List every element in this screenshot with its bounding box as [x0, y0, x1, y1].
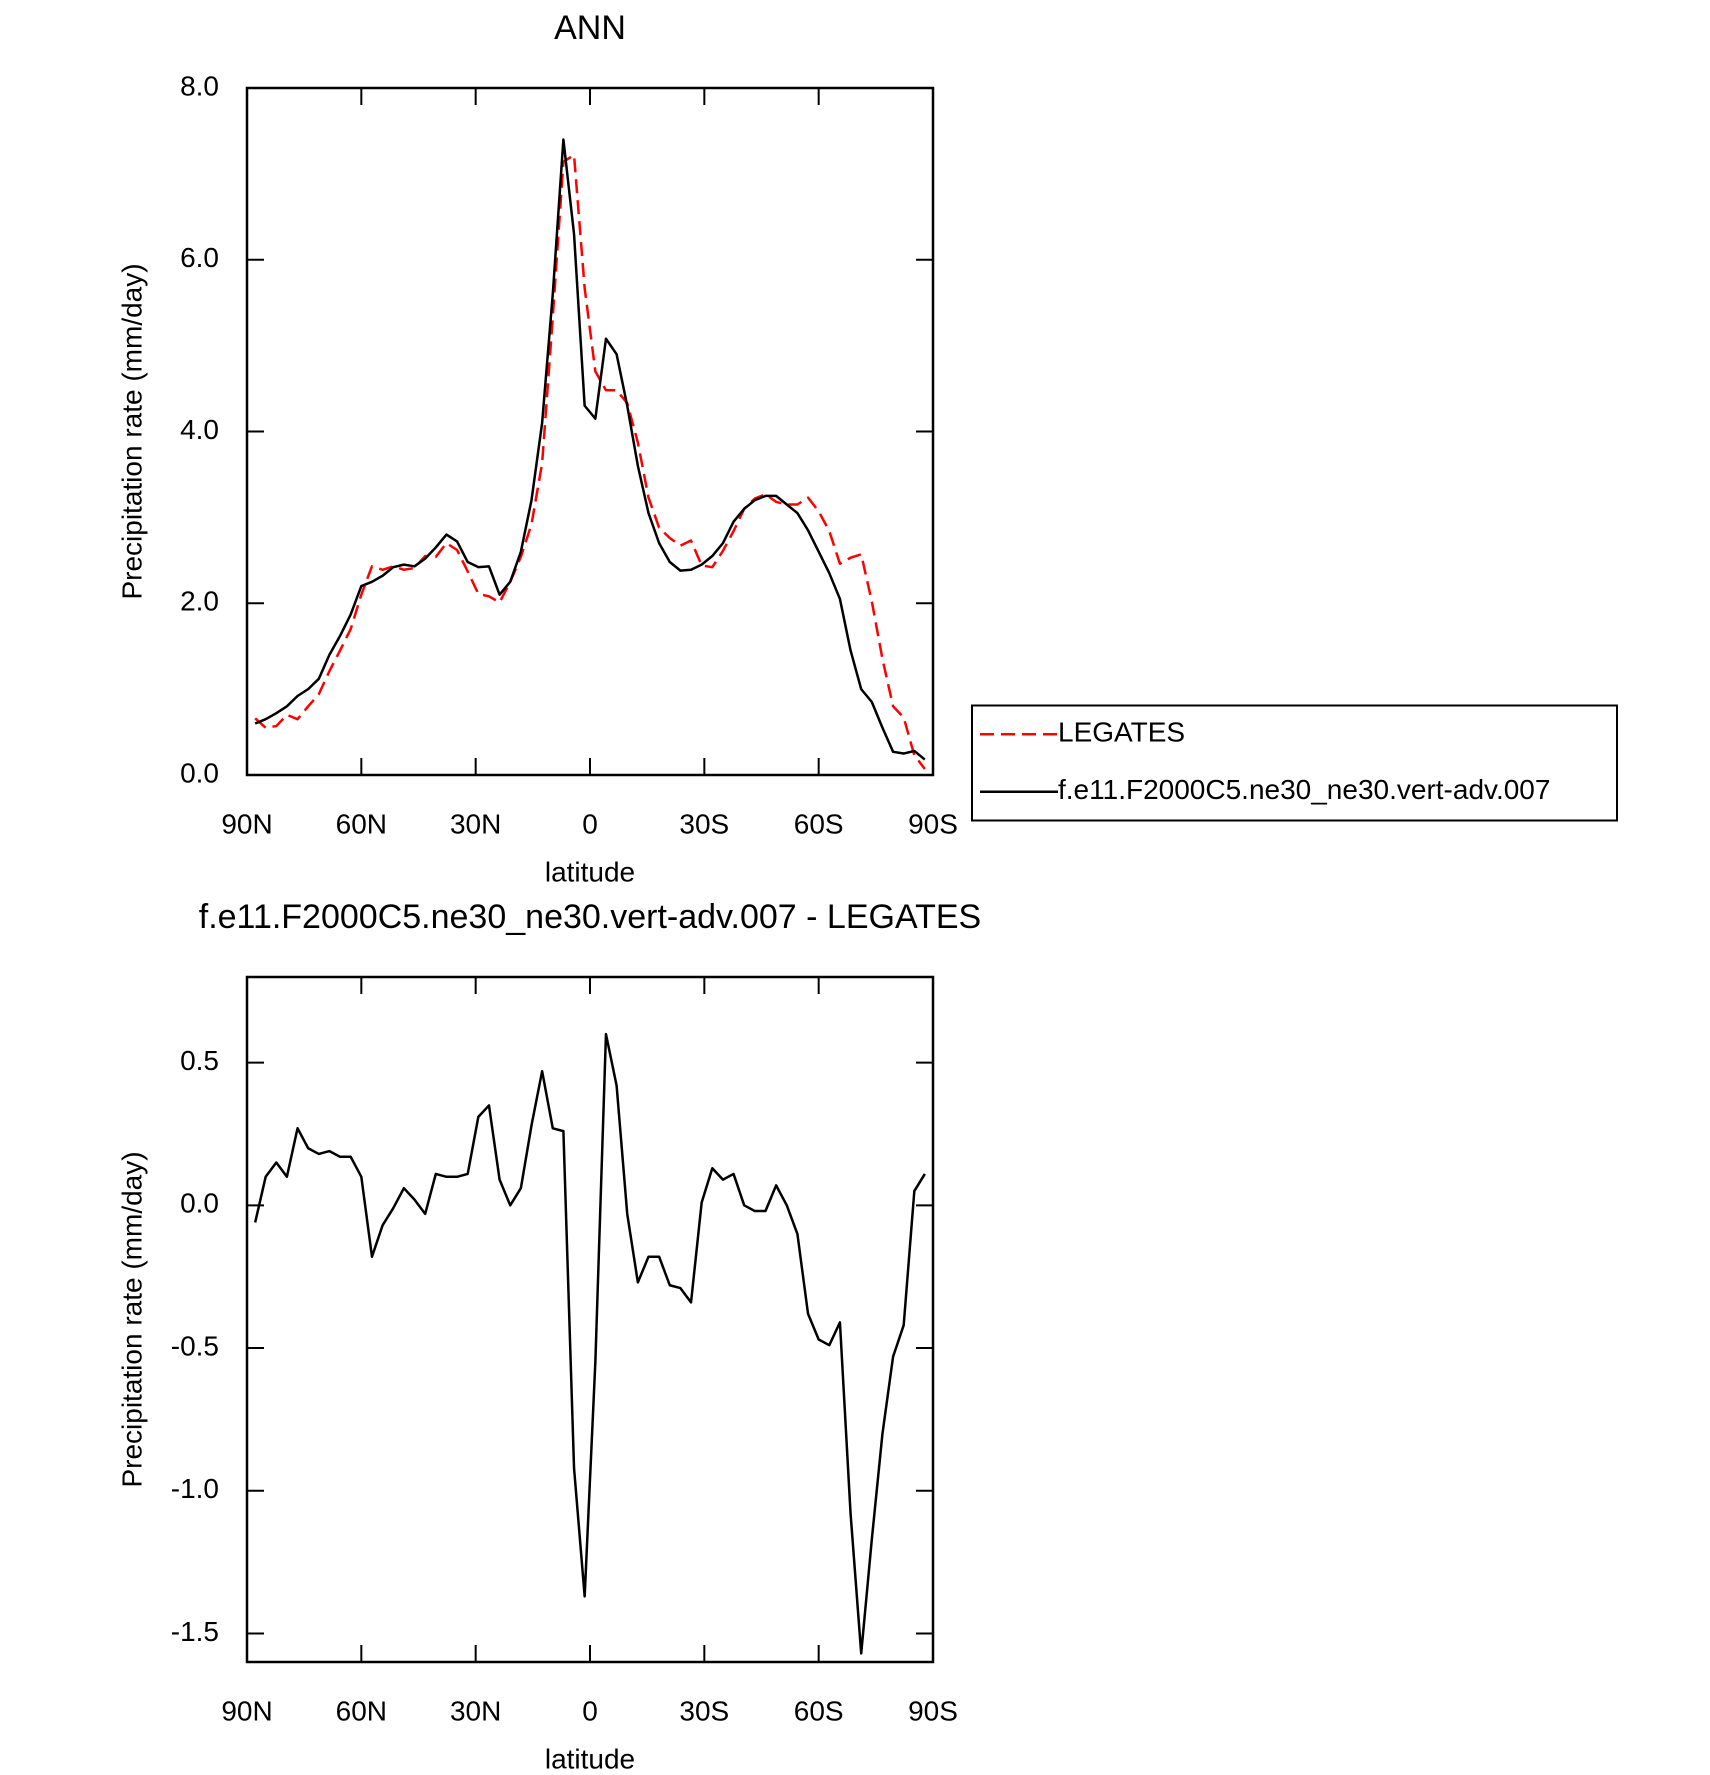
y-tick-label: -1.5: [171, 1616, 219, 1647]
x-tick-label: 30S: [679, 1695, 729, 1726]
chart-title: f.e11.F2000C5.ne30_ne30.vert-adv.007 - L…: [199, 898, 981, 936]
x-tick-label: 60S: [794, 1695, 844, 1726]
y-tick-label: -0.5: [171, 1330, 219, 1361]
x-tick-label: 90N: [221, 808, 272, 839]
x-tick-label: 60S: [794, 808, 844, 839]
y-tick-label: 6.0: [180, 242, 219, 273]
y-tick-label: 8.0: [180, 70, 219, 101]
y-tick-label: -1.0: [171, 1473, 219, 1504]
plot-frame: [245, 86, 935, 777]
x-tick-label: 30N: [450, 1695, 501, 1726]
x-tick-label: 60N: [336, 808, 387, 839]
x-tick-label: 60N: [336, 1695, 387, 1726]
data-line: [254, 153, 926, 770]
x-tick-label: 90N: [221, 1695, 272, 1726]
y-axis-label: Precipitation rate (mm/day): [116, 263, 147, 599]
x-tick-label: 30N: [450, 808, 501, 839]
y-tick-label: 4.0: [180, 414, 219, 445]
legend-label: LEGATES: [1058, 717, 1185, 748]
y-tick-label: 2.0: [180, 586, 219, 617]
y-tick-label: 0.0: [180, 757, 219, 788]
y-tick-label: 0.0: [180, 1188, 219, 1219]
x-tick-label: 90S: [908, 1695, 958, 1726]
data-line: [254, 138, 926, 761]
legend-box: [971, 704, 1618, 822]
data-line: [253, 1032, 926, 1655]
x-tick-label: 0: [582, 1695, 598, 1726]
plot-frame: [245, 975, 935, 1664]
x-tick-label: 30S: [679, 808, 729, 839]
x-axis-label: latitude: [545, 856, 635, 887]
x-tick-label: 90S: [908, 808, 958, 839]
chart-title: ANN: [554, 9, 626, 47]
y-axis-label: Precipitation rate (mm/day): [116, 1151, 147, 1487]
x-axis-label: latitude: [545, 1743, 635, 1774]
legend-label: f.e11.F2000C5.ne30_ne30.vert-adv.007: [1058, 774, 1550, 805]
y-tick-label: 0.5: [180, 1045, 219, 1076]
x-tick-label: 0: [582, 808, 598, 839]
